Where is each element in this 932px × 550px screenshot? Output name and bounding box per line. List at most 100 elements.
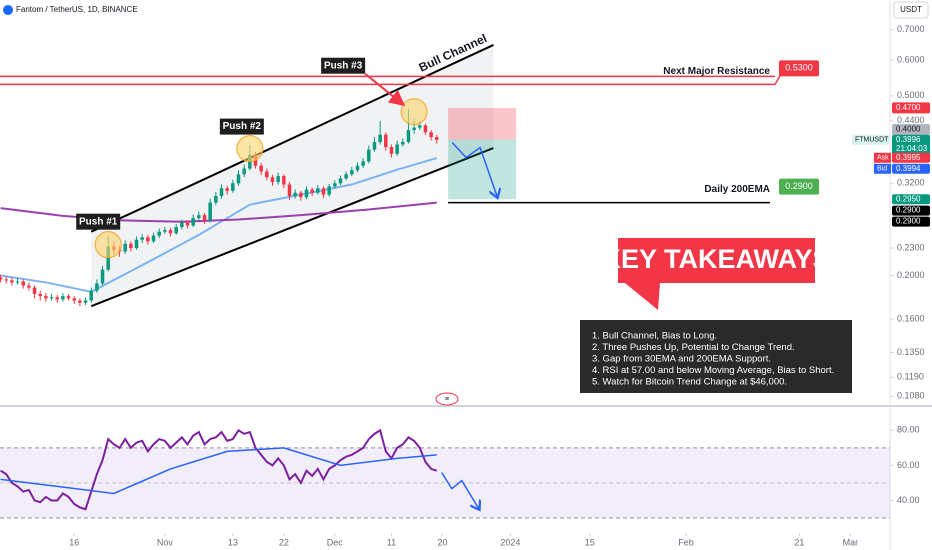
candle-body: [299, 192, 303, 198]
symbol: FTMUSDT: [855, 137, 889, 144]
rsi-projection: [441, 472, 479, 509]
candle-body: [208, 202, 212, 221]
candle-body: [355, 165, 360, 171]
projection-arrow: [451, 142, 497, 197]
level-text: Daily 200EMA: [704, 184, 770, 195]
candle-body: [287, 184, 292, 196]
x-tick-label: 16: [69, 537, 79, 547]
takeaways-title: KEY TAKEAWAYS: [601, 244, 830, 274]
y-tick-label: 0.2000: [897, 270, 925, 280]
candle-body: [146, 237, 150, 242]
y-tick-label: 40.00: [897, 495, 920, 505]
x-tick-label: 13: [228, 537, 238, 547]
candle-body: [293, 192, 297, 196]
candle-body: [72, 298, 76, 301]
takeaways-title-box: [618, 238, 815, 283]
unit: USDT: [900, 5, 922, 14]
candle-body: [78, 300, 82, 303]
candle-body: [27, 285, 31, 288]
candle-body: [174, 227, 178, 234]
y-tick-label: 0.6000: [897, 54, 925, 64]
ask-name: Ask: [877, 155, 889, 162]
candle-body: [310, 189, 314, 193]
candle-body: [236, 174, 241, 184]
candle-body: [389, 147, 394, 154]
push-label-box: [321, 57, 366, 74]
x-tick-label: Mar: [843, 537, 859, 547]
channel-area: [91, 44, 494, 307]
candle-body: [423, 125, 428, 133]
unit-box: [893, 1, 929, 19]
x-tick-label: Feb: [678, 537, 694, 547]
candle-body: [350, 170, 354, 175]
candle-body: [259, 165, 263, 172]
y-tick-label: 60.00: [897, 460, 920, 470]
candle-body: [10, 280, 14, 283]
candle-body: [367, 149, 371, 162]
symbol-box: [852, 134, 890, 145]
stop-label: 0.4700: [896, 103, 921, 112]
stop-label-box: [892, 102, 930, 114]
ema-label: 0.2900: [896, 217, 921, 226]
ask-tag: [874, 152, 891, 163]
channel-line: [90, 147, 494, 308]
candle-body: [151, 235, 156, 242]
candle-body: [429, 132, 433, 138]
candle-body: [89, 290, 93, 301]
takeaways-pointer: [625, 283, 660, 310]
level-label: 0.5300: [785, 63, 813, 73]
candle-body: [242, 168, 246, 175]
last-price-box: [892, 134, 930, 155]
x-tick-label: 21: [794, 537, 804, 547]
x-tick-label: 20: [437, 537, 447, 547]
push-label-box: [76, 213, 121, 230]
candle-body: [219, 188, 224, 196]
candle-body: [418, 125, 422, 128]
bid-name: Bid: [877, 166, 887, 173]
ema-label: 0.2900: [896, 206, 921, 215]
level-label: 0.2900: [785, 181, 813, 191]
candle-body: [384, 134, 388, 148]
candle-body: [435, 137, 439, 140]
rsi-line: [0, 447, 437, 495]
takeaways-box: [580, 320, 852, 393]
ask-value-box: [892, 152, 930, 163]
push-label: Push #2: [223, 121, 262, 132]
candle-body: [321, 188, 326, 195]
x-tick-label: 22: [279, 537, 289, 547]
candle-body: [401, 142, 405, 145]
target-label-box: [892, 194, 930, 205]
candle-body: [231, 183, 235, 191]
candle-body: [55, 297, 59, 300]
candle-body: [163, 230, 167, 232]
candle-body: [83, 300, 88, 303]
candle-body: [276, 176, 280, 183]
candle-body: [327, 186, 331, 195]
push-marker: [94, 231, 122, 259]
candle-body: [316, 188, 320, 193]
chart-title: Fantom / TetherUS, 1D, BINANCE: [16, 5, 138, 14]
svg-text:≋: ≋: [444, 397, 449, 403]
candle-body: [123, 243, 127, 252]
ema-label-box: [892, 205, 930, 216]
bid-value: 0.3994: [896, 164, 921, 173]
level-text: Next Major Resistance: [663, 66, 770, 77]
candle-body: [185, 222, 190, 226]
candle-body: [15, 281, 20, 283]
candle-body: [202, 215, 207, 221]
y-tick-label: 0.4400: [897, 115, 925, 125]
x-tick-label: 15: [585, 537, 595, 547]
candle-body: [395, 144, 399, 154]
stop-zone: [448, 107, 517, 140]
candle-body: [180, 222, 184, 228]
y-tick-label: 0.1080: [897, 391, 925, 401]
y-tick-label: 80.00: [897, 425, 920, 435]
candle-body: [265, 171, 269, 178]
push-marker: [400, 98, 428, 126]
candle-body: [412, 127, 416, 130]
candle-body: [197, 215, 201, 219]
rsi-band: [0, 447, 890, 518]
takeaway-item: 1. Bull Channel, Bias to Long.: [592, 331, 717, 342]
last-price: 0.3996: [896, 135, 921, 144]
